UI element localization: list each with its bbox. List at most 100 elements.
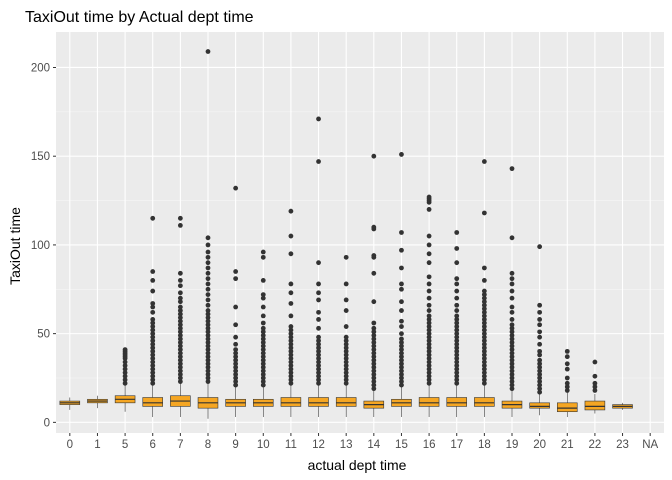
outlier-point — [316, 366, 321, 372]
outlier-point — [260, 295, 266, 301]
outlier-point — [260, 364, 266, 370]
outlier-point — [260, 254, 266, 260]
outlier-point — [260, 368, 266, 374]
outlier-point — [150, 324, 156, 329]
outlier-point — [288, 327, 294, 333]
outlier-point — [177, 333, 183, 338]
x-tick-label: 16 — [423, 439, 436, 451]
outlier-point — [122, 363, 128, 368]
outlier-point — [150, 334, 156, 340]
outlier-point — [177, 223, 183, 228]
outlier-point — [205, 347, 211, 353]
outlier-point — [177, 270, 183, 276]
outlier-point — [205, 357, 211, 363]
outlier-point — [509, 340, 515, 345]
box-20 — [529, 244, 550, 416]
outlier-point — [205, 315, 211, 321]
outlier-point — [343, 359, 349, 365]
outlier-point — [205, 336, 211, 342]
outlier-point — [343, 254, 349, 260]
outlier-point — [371, 253, 377, 258]
outlier-point — [537, 302, 543, 308]
outlier-point — [233, 334, 239, 340]
outlier-point — [150, 373, 156, 379]
outlier-point — [371, 386, 377, 392]
outlier-point — [426, 356, 432, 361]
outlier-point — [205, 343, 211, 349]
outlier-point — [233, 304, 239, 310]
outlier-point — [233, 350, 239, 356]
outlier-point — [537, 389, 543, 395]
box-iqr — [308, 397, 329, 407]
outlier-point — [205, 350, 211, 356]
outlier-point — [260, 357, 266, 363]
outlier-point — [481, 324, 487, 329]
box-17 — [446, 230, 467, 418]
outlier-point — [205, 281, 211, 287]
outlier-point — [233, 347, 239, 353]
outlier-point — [288, 356, 294, 361]
outlier-point — [481, 302, 487, 308]
outlier-point — [150, 356, 156, 361]
outlier-point — [316, 380, 321, 386]
outlier-point — [205, 333, 211, 338]
outlier-point — [509, 333, 515, 338]
outlier-point — [150, 331, 156, 337]
outlier-point — [150, 301, 156, 306]
x-tick-label: 18 — [478, 439, 491, 451]
outlier-point — [288, 370, 294, 376]
outlier-point — [177, 315, 183, 321]
outlier-point — [454, 324, 460, 329]
outlier-point — [426, 324, 432, 329]
outlier-point — [537, 375, 543, 381]
outlier-point — [288, 366, 294, 372]
outlier-point — [426, 242, 432, 248]
y-tick-label: 150 — [31, 151, 50, 163]
outlier-point — [537, 372, 543, 377]
outlier-point — [371, 368, 377, 374]
outlier-point — [205, 265, 211, 271]
outlier-point — [509, 270, 515, 276]
outlier-point — [454, 230, 460, 235]
outlier-point — [481, 356, 487, 361]
outlier-point — [205, 49, 211, 54]
outlier-point — [316, 116, 321, 122]
outlier-point — [205, 292, 211, 298]
outlier-point — [316, 334, 321, 340]
outlier-point — [316, 356, 321, 361]
outlier-point — [205, 354, 211, 360]
outlier-point — [288, 281, 294, 287]
outlier-point — [343, 341, 349, 347]
outlier-point — [426, 320, 432, 326]
outlier-point — [177, 343, 183, 349]
outlier-point — [150, 215, 156, 221]
outlier-point — [316, 317, 321, 322]
outlier-point — [481, 288, 487, 294]
outlier-point — [509, 322, 515, 328]
outlier-point — [260, 325, 266, 331]
outlier-point — [233, 368, 239, 374]
outlier-point — [233, 375, 239, 381]
outlier-point — [205, 368, 211, 374]
outlier-point — [426, 313, 432, 319]
outlier-point — [564, 361, 570, 367]
outlier-point — [509, 325, 515, 331]
outlier-point — [371, 325, 377, 331]
outlier-point — [233, 382, 239, 388]
outlier-point — [177, 318, 183, 324]
outlier-point — [509, 361, 515, 367]
outlier-point — [260, 249, 266, 255]
outlier-point — [426, 207, 432, 212]
outlier-point — [592, 373, 598, 379]
outlier-point — [288, 363, 294, 368]
outlier-point — [454, 341, 460, 347]
outlier-point — [399, 382, 404, 388]
box-iqr — [280, 397, 302, 407]
outlier-point — [399, 265, 404, 271]
outlier-point — [177, 372, 183, 377]
x-tick-label: 14 — [367, 439, 380, 451]
box-8 — [197, 49, 219, 419]
outlier-point — [426, 194, 432, 200]
outlier-point — [426, 308, 432, 313]
outlier-point — [205, 375, 211, 381]
